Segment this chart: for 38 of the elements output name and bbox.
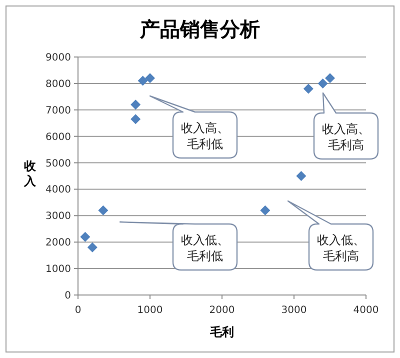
callout: 收入低、毛利高 (287, 200, 374, 271)
point (325, 73, 335, 84)
y-tick-label: 6000 (46, 132, 71, 143)
chart-title: 产品销售分析 (139, 17, 260, 41)
y-tick-label: 5000 (46, 158, 71, 170)
point (130, 100, 141, 110)
y-tick-label: 3000 (46, 211, 71, 222)
annotation: 收入高、毛利低 (181, 121, 229, 151)
point (260, 205, 270, 216)
x-tick-label: 0 (74, 305, 82, 316)
point (98, 205, 108, 216)
point (145, 73, 155, 84)
y-tick-label: 1000 (46, 264, 71, 276)
point (138, 76, 148, 86)
y-tick-label: 9000 (46, 52, 71, 64)
y-tick-label: 4000 (46, 184, 71, 196)
point (318, 78, 328, 88)
y-tick-label: 8000 (46, 78, 71, 90)
y-tick-label: 0 (64, 290, 71, 302)
x-tick-label: 4000 (353, 305, 379, 316)
x-tick-label: 2000 (209, 305, 235, 316)
point (296, 171, 306, 181)
point (303, 84, 314, 94)
x-axis-title: 毛利 (209, 325, 234, 339)
point (80, 232, 90, 242)
y-tick-label: 2000 (46, 238, 71, 249)
annotation: 收入低、毛利高 (317, 233, 365, 263)
callout: 收入低、毛利低 (119, 221, 238, 271)
callout: 收入高、毛利低 (149, 95, 238, 159)
y-axis-title: 收入 (23, 159, 37, 188)
y-tick-label: 7000 (46, 105, 71, 116)
callout: 收入高、毛利高 (313, 92, 379, 160)
point (87, 242, 98, 252)
point (130, 114, 141, 124)
x-tick-label: 1000 (137, 305, 163, 316)
annotation: 收入低、毛利低 (181, 233, 229, 263)
x-tick-label: 3000 (281, 305, 307, 316)
annotation: 收入高、毛利高 (322, 122, 370, 152)
